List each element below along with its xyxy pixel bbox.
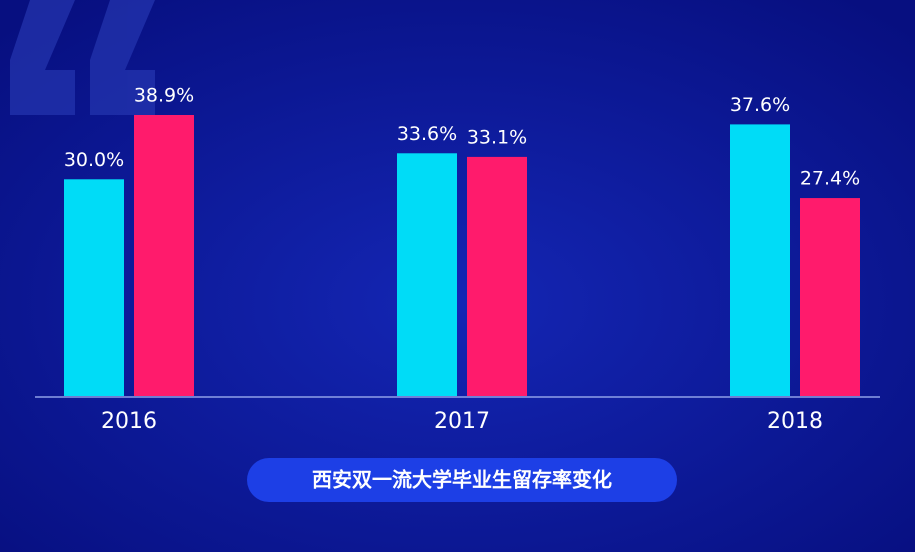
x-tick-label: 2017 [434,409,490,434]
quote-decoration [10,0,155,115]
title-pill [247,458,677,502]
value-label: 30.0% [64,149,124,171]
value-label: 37.6% [730,94,790,116]
value-label: 33.6% [397,123,457,145]
bar [64,179,124,396]
x-tick-label: 2016 [101,409,157,434]
x-tick-label: 2018 [767,409,823,434]
bar [467,156,527,396]
bar [397,153,457,396]
bar [134,115,194,396]
bar [800,198,860,396]
value-label: 38.9% [134,85,194,107]
chart-title: 西安双一流大学毕业生留存率变化 [312,468,612,492]
value-label: 27.4% [800,168,860,190]
value-label: 33.1% [467,126,527,148]
bar [730,124,790,396]
